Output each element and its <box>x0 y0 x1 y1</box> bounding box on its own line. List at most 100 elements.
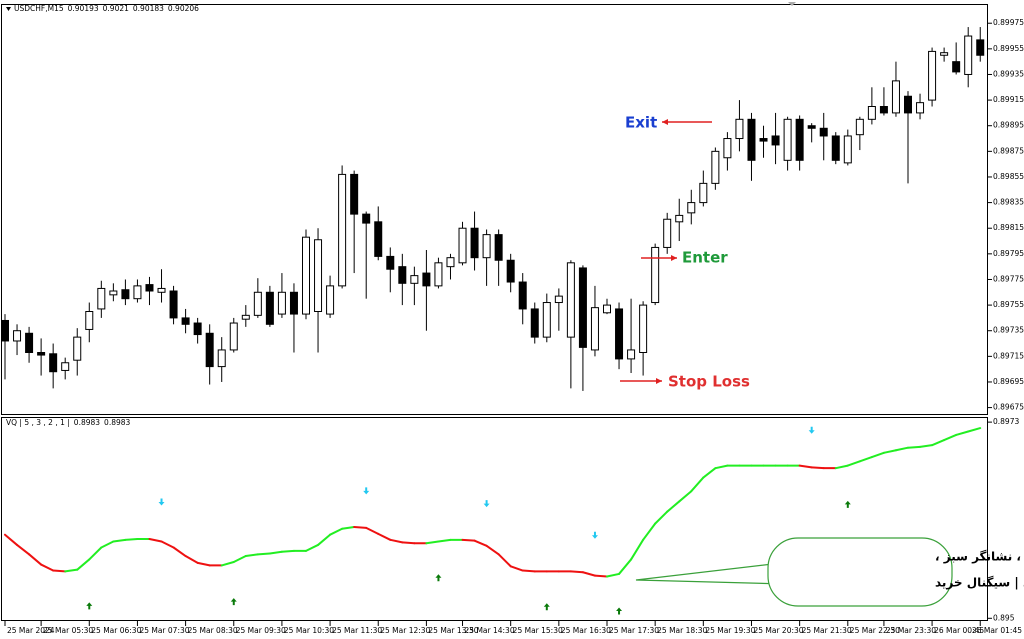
y-tick-label: 0.89875 <box>993 146 1024 155</box>
y-tick-label: 0.89935 <box>993 69 1024 78</box>
candle-body <box>422 272 431 287</box>
candle-body <box>193 322 202 336</box>
x-tick-label: 25 Mar 17:30 <box>609 626 659 635</box>
vq-segment <box>305 543 320 552</box>
candle-body <box>807 125 816 129</box>
x-tick-label: 25 Mar 16:30 <box>561 626 611 635</box>
vq-segment <box>244 553 259 558</box>
vq-segment <box>846 460 861 467</box>
vq-segment <box>618 558 633 575</box>
y-tick-label: 0.89755 <box>993 300 1024 309</box>
candle-body <box>398 266 407 284</box>
x-tick-label: 25 Mar 2024 <box>7 626 55 635</box>
x-tick-label: 25 Mar 05:30 <box>43 626 93 635</box>
vq-segment <box>521 569 536 573</box>
buy-arrow <box>844 500 851 508</box>
y-tick-label: 0.89855 <box>993 172 1024 181</box>
indicator-panel <box>1 417 988 621</box>
candle-body <box>675 214 684 223</box>
candle-body <box>49 353 58 373</box>
candle-body <box>314 239 323 312</box>
candle-body <box>169 290 178 319</box>
vq-segment <box>509 565 524 572</box>
header-value: 0.90183 <box>133 4 164 13</box>
sell-arrow <box>591 531 598 539</box>
buy-arrow <box>616 607 623 615</box>
y-tick-label: 0.8973 <box>993 417 1019 426</box>
vq-segment <box>329 527 344 536</box>
candle-body <box>434 262 443 287</box>
vq-segment <box>64 568 79 573</box>
candle-body <box>265 291 274 325</box>
candle-body <box>362 213 371 224</box>
vq-segment <box>100 540 115 549</box>
x-tick-label: 25 Mar 07:30 <box>139 626 189 635</box>
x-tick-label: 25 Mar 06:30 <box>91 626 141 635</box>
y-tick-label: 0.89915 <box>993 95 1024 104</box>
candle-body <box>253 291 262 316</box>
symbol-title: USDCHF,M15 <box>14 4 64 13</box>
candle-body <box>554 295 563 304</box>
stop-loss-label: Stop Loss <box>668 373 750 391</box>
x-tick-label: 25 Mar 23:30 <box>886 626 936 635</box>
vq-segment <box>654 510 669 525</box>
candle-body <box>904 95 912 114</box>
header-value: 0.90206 <box>168 4 199 13</box>
candle-body <box>687 202 696 214</box>
candle-body <box>627 349 636 360</box>
vq-segment <box>232 555 247 563</box>
vq-segment <box>461 538 476 542</box>
candle-body <box>891 80 900 114</box>
vq-segment <box>52 569 67 573</box>
candle-body <box>639 304 648 353</box>
vq-segment <box>810 466 825 470</box>
candle-body <box>615 308 624 360</box>
vq-segment <box>473 539 488 547</box>
x-tick-label: 25 Mar 20:30 <box>753 626 803 635</box>
y-tick-label: 0.89895 <box>993 121 1024 130</box>
candle-body <box>326 285 335 315</box>
candle-body <box>578 267 587 348</box>
x-tick-label: 25 Mar 12:30 <box>380 626 430 635</box>
symbol-menu[interactable] <box>6 7 11 11</box>
candle-body <box>952 61 961 73</box>
candle-body <box>1 319 9 342</box>
vq-segment <box>593 574 608 578</box>
vq-segment <box>581 571 596 577</box>
candle-body <box>590 307 599 351</box>
vq-segment <box>666 500 681 513</box>
candle-body <box>109 290 118 296</box>
candle-body <box>97 287 106 310</box>
buy-arrow <box>86 602 93 610</box>
vq-segment <box>365 526 380 535</box>
vq-segment <box>76 558 91 571</box>
candle-body <box>229 322 238 351</box>
vq-segment <box>858 456 873 463</box>
y-tick-label: 0.89795 <box>993 249 1024 258</box>
buy-arrow <box>435 574 442 582</box>
vq-segment <box>485 544 500 556</box>
vq-segment <box>377 532 392 541</box>
vq-segment <box>220 561 235 567</box>
candle-body <box>879 106 888 114</box>
candle-body <box>855 118 864 136</box>
vq-segment <box>317 533 332 546</box>
candle-body <box>482 234 491 259</box>
candle-body <box>759 138 768 142</box>
candle-body <box>964 35 973 75</box>
vq-segment <box>870 451 885 459</box>
vq-segment <box>280 549 295 553</box>
candle-body <box>241 314 250 320</box>
x-tick-label: 25 Mar 09:30 <box>236 626 286 635</box>
vq-segment <box>425 540 440 545</box>
vq-segment <box>919 444 934 448</box>
candle-body <box>133 285 142 300</box>
candle-body <box>795 118 804 161</box>
vq-segment <box>606 572 621 578</box>
arrow-head <box>656 378 662 384</box>
candle-body <box>735 118 744 140</box>
header-value: 0.8983 <box>74 418 100 427</box>
candle-body <box>338 173 347 287</box>
